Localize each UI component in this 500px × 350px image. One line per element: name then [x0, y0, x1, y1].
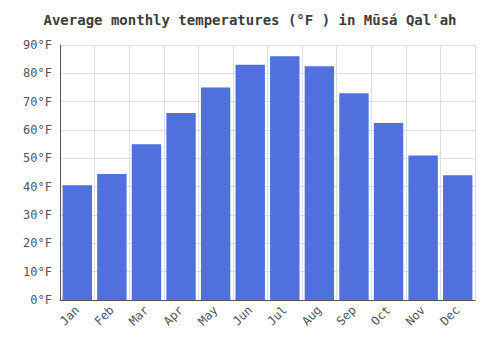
svg-text:30°F: 30°F	[23, 208, 52, 222]
svg-text:Jul: Jul	[265, 303, 290, 328]
svg-text:Mar: Mar	[126, 303, 151, 328]
svg-text:Oct: Oct	[368, 303, 393, 328]
svg-text:40°F: 40°F	[23, 180, 52, 194]
svg-text:70°F: 70°F	[23, 95, 52, 109]
svg-text:60°F: 60°F	[23, 123, 52, 137]
svg-text:Jan: Jan	[57, 303, 82, 328]
svg-text:Apr: Apr	[161, 303, 186, 328]
svg-text:80°F: 80°F	[23, 66, 52, 80]
svg-text:May: May	[195, 303, 220, 328]
svg-text:50°F: 50°F	[23, 151, 52, 165]
svg-text:Dec: Dec	[437, 303, 462, 328]
svg-text:10°F: 10°F	[23, 265, 52, 279]
svg-text:Feb: Feb	[92, 303, 117, 328]
svg-text:Nov: Nov	[403, 303, 428, 328]
svg-text:Sep: Sep	[334, 303, 359, 328]
svg-text:90°F: 90°F	[23, 38, 52, 52]
svg-text:20°F: 20°F	[23, 236, 52, 250]
svg-text:Aug: Aug	[299, 303, 324, 328]
svg-text:Average monthly temperatures (: Average monthly temperatures (°F ) in Mū…	[43, 12, 456, 28]
svg-text:Jun: Jun	[230, 303, 255, 328]
svg-text:0°F: 0°F	[30, 293, 52, 307]
